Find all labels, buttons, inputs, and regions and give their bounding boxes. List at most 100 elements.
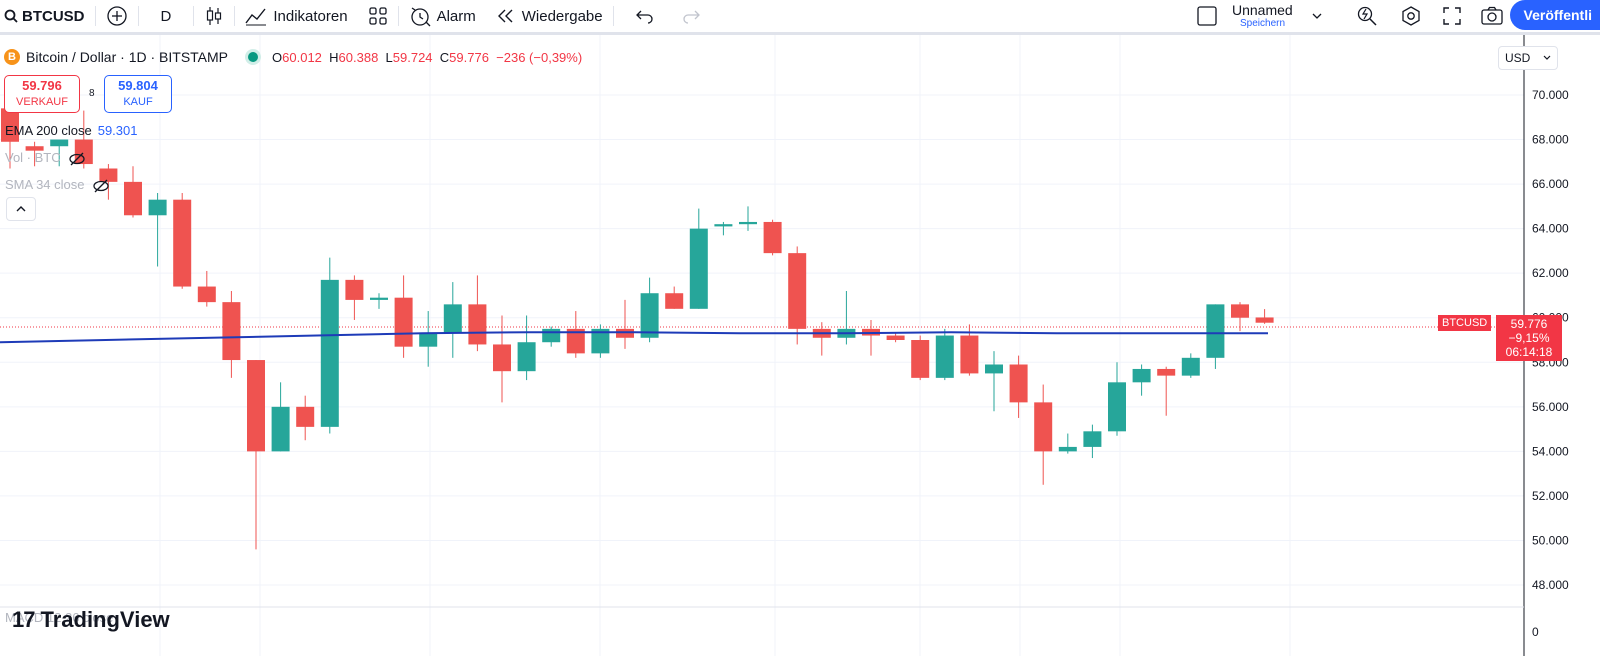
candle[interactable] xyxy=(763,219,782,256)
candles-icon xyxy=(207,7,222,25)
candle[interactable] xyxy=(985,351,1003,412)
redo-icon xyxy=(682,10,700,24)
chart-type-button[interactable] xyxy=(194,0,234,32)
ema-legend[interactable]: EMA 200 close 59.301 xyxy=(5,123,138,138)
candle[interactable] xyxy=(173,193,192,289)
tv-logo-text: TradingView xyxy=(40,607,170,632)
candle[interactable] xyxy=(394,275,413,358)
candle[interactable] xyxy=(345,275,364,320)
candle[interactable] xyxy=(468,275,487,352)
buy-button[interactable]: 59.804 KAUF xyxy=(104,75,172,113)
fullscreen-button[interactable] xyxy=(1432,0,1472,32)
candle[interactable] xyxy=(370,293,388,309)
candle[interactable] xyxy=(493,315,511,403)
candle[interactable] xyxy=(1231,302,1249,332)
hidden-eye-icon[interactable] xyxy=(92,179,110,193)
candle-body xyxy=(1108,382,1126,432)
candle[interactable] xyxy=(222,291,241,378)
redo-button[interactable] xyxy=(668,0,714,32)
candle[interactable] xyxy=(714,221,733,236)
candle[interactable] xyxy=(296,395,315,441)
candle[interactable] xyxy=(1083,424,1102,459)
layout-menu-button[interactable] xyxy=(1302,0,1332,32)
candle[interactable] xyxy=(616,299,634,349)
candle[interactable] xyxy=(1132,364,1151,396)
compare-button[interactable] xyxy=(96,0,138,32)
candle[interactable] xyxy=(99,164,118,200)
candle[interactable] xyxy=(1,103,19,169)
candle[interactable] xyxy=(1157,366,1176,416)
candle[interactable] xyxy=(1206,304,1225,369)
hidden-eye-icon[interactable] xyxy=(68,152,86,166)
candle[interactable] xyxy=(124,166,142,218)
candle[interactable] xyxy=(443,282,462,358)
quick-search-button[interactable] xyxy=(1346,0,1388,32)
price-chart[interactable]: 70.00068.00066.00064.00062.00060.00058.0… xyxy=(0,35,1600,656)
candle[interactable] xyxy=(247,360,265,550)
layout-checkbox[interactable] xyxy=(1186,0,1228,32)
publish-button[interactable]: Veröffentli xyxy=(1509,0,1600,30)
undo-button[interactable] xyxy=(614,0,668,32)
snapshot-button[interactable] xyxy=(1470,0,1514,32)
candle[interactable] xyxy=(1181,353,1200,378)
tradingview-logo[interactable]: 17 TradingView xyxy=(12,607,170,633)
symbol-search-button[interactable]: BTCUSD xyxy=(0,0,95,32)
interval-label: D xyxy=(160,7,172,25)
macd-legend[interactable]: MACD 12 26 close xyxy=(5,610,114,625)
candle[interactable] xyxy=(1108,362,1126,436)
templates-button[interactable] xyxy=(358,0,398,32)
alert-button[interactable]: Alarm xyxy=(399,0,486,32)
candle[interactable] xyxy=(542,326,561,347)
current-symbol-tag: BTCUSD xyxy=(1438,315,1492,331)
sell-button[interactable]: 59.796 VERKAUF xyxy=(4,75,80,113)
candle[interactable] xyxy=(148,193,167,267)
chart-grid xyxy=(0,35,1524,656)
symbol-title[interactable]: Bitcoin / Dollar · 1D · BITSTAMP xyxy=(26,49,229,65)
candle[interactable] xyxy=(935,328,954,381)
settings-button[interactable] xyxy=(1390,0,1432,32)
candle-body xyxy=(714,224,733,227)
candle[interactable] xyxy=(1009,355,1028,418)
candle[interactable] xyxy=(50,139,69,167)
interval-button[interactable]: D xyxy=(139,0,194,32)
alarm-clock-icon xyxy=(410,7,431,27)
candle[interactable] xyxy=(911,335,930,381)
candle[interactable] xyxy=(1255,309,1274,324)
candle[interactable] xyxy=(862,319,880,356)
candle[interactable] xyxy=(271,382,290,452)
layout-name: Unnamed xyxy=(1232,2,1293,18)
candle[interactable] xyxy=(788,246,807,345)
layout-name-button[interactable]: Unnamed Speichern xyxy=(1222,0,1303,32)
sma-legend[interactable]: SMA 34 close xyxy=(5,177,110,193)
candle[interactable] xyxy=(1034,384,1053,485)
plus-circle-icon xyxy=(106,6,127,26)
candle[interactable] xyxy=(197,270,216,307)
candle-body xyxy=(443,304,462,334)
candle-body xyxy=(763,221,782,254)
candle[interactable] xyxy=(689,208,708,309)
candle[interactable] xyxy=(419,311,438,367)
candle-body xyxy=(1058,446,1077,452)
candle[interactable] xyxy=(739,206,757,231)
volume-legend[interactable]: Vol · BTC xyxy=(5,150,86,166)
replay-button[interactable]: Wiedergabe xyxy=(486,0,613,32)
candle[interactable] xyxy=(566,311,585,358)
indicators-button[interactable]: Indikatoren xyxy=(235,0,357,32)
candle-body xyxy=(222,302,241,361)
candle[interactable] xyxy=(665,286,684,309)
price-tick-label: 70.000 xyxy=(1532,88,1569,102)
collapse-legend-button[interactable] xyxy=(6,197,36,221)
candle[interactable] xyxy=(886,333,905,343)
candle[interactable] xyxy=(25,141,44,167)
currency-label: USD xyxy=(1505,51,1531,65)
tv-logo-mark: 17 xyxy=(12,607,36,632)
candle[interactable] xyxy=(517,315,536,381)
macd-zero-tick: 0 xyxy=(1532,625,1539,639)
candle-body xyxy=(517,342,536,372)
candle[interactable] xyxy=(591,324,610,358)
candle[interactable] xyxy=(1058,433,1077,454)
candle[interactable] xyxy=(320,257,339,434)
currency-select[interactable]: USD xyxy=(1498,46,1558,70)
undo-icon xyxy=(635,10,653,24)
candle-body xyxy=(74,139,93,165)
